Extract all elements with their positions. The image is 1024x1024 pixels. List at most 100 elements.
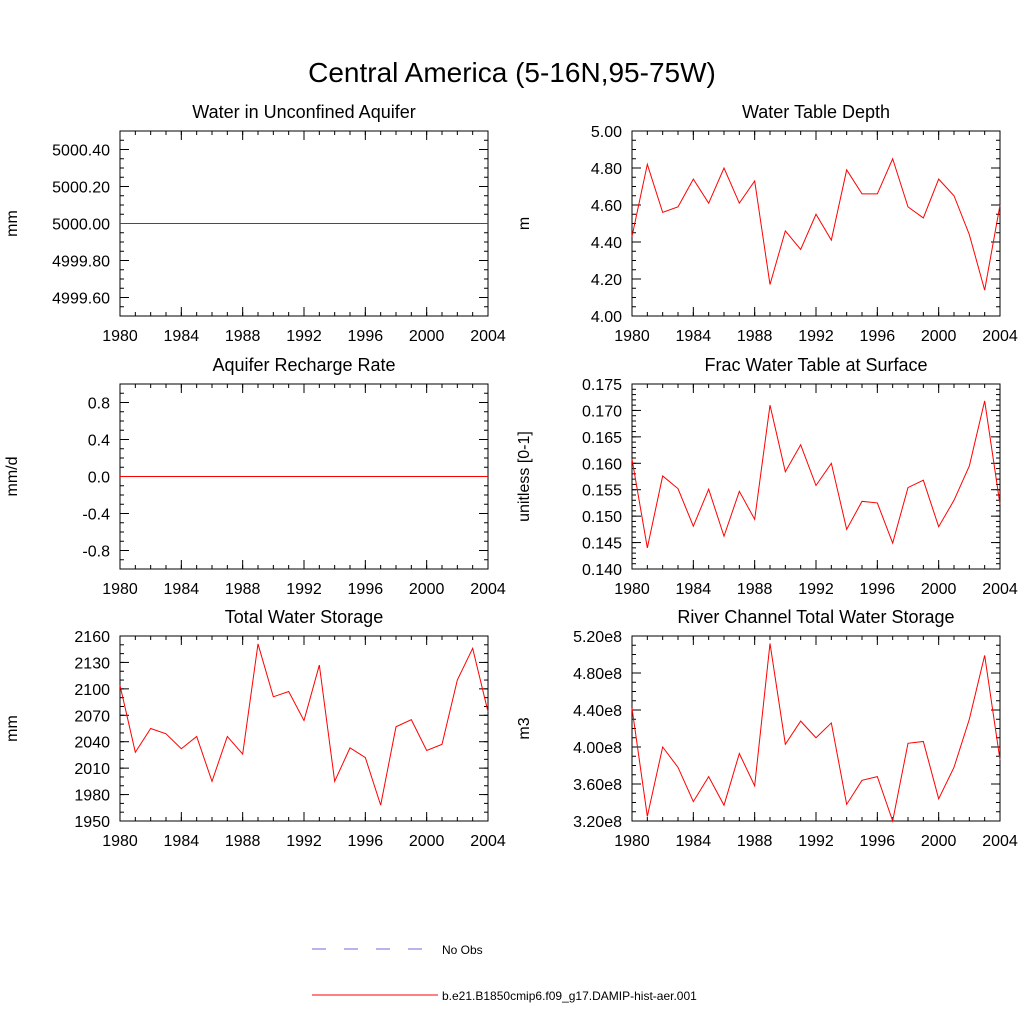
y-tick-label: 1950 — [74, 814, 110, 831]
y-tick-label: 0.8 — [88, 396, 110, 413]
y-tick-label: 0.4 — [88, 433, 110, 450]
x-tick-label: 1988 — [737, 328, 773, 345]
y-tick-label: 2070 — [74, 708, 110, 725]
legend-label-model: b.e21.B1850cmip6.f09_g17.DAMIP-hist-aer.… — [442, 989, 697, 1003]
y-tick-label: 2100 — [74, 682, 110, 699]
x-tick-label: 1984 — [164, 581, 200, 598]
panel-title: Total Water Storage — [225, 607, 383, 627]
x-tick-label: 2004 — [470, 328, 506, 345]
main-title: Central America (5-16N,95-75W) — [308, 57, 716, 88]
x-tick-label: 1992 — [286, 328, 322, 345]
x-tick-label: 1980 — [102, 833, 138, 850]
y-tick-label: 0.165 — [582, 430, 622, 447]
x-tick-label: 2000 — [921, 581, 957, 598]
x-tick-label: 1988 — [737, 581, 773, 598]
y-tick-label: 0.0 — [88, 470, 110, 487]
x-tick-label: 2000 — [409, 833, 445, 850]
x-tick-label: 1980 — [614, 833, 650, 850]
y-tick-label: 2040 — [74, 735, 110, 752]
y-tick-label: 0.175 — [582, 377, 622, 394]
y-tick-label: 4.20 — [591, 272, 622, 289]
x-tick-label: 1984 — [676, 833, 712, 850]
x-tick-label: 1984 — [676, 328, 712, 345]
y-axis-label: m — [516, 217, 533, 230]
x-tick-label: 2000 — [409, 581, 445, 598]
panel-title: Water in Unconfined Aquifer — [192, 102, 415, 122]
plot-frame — [631, 635, 1001, 822]
legend: No Obs b.e21.B1850cmip6.f09_g17.DAMIP-hi… — [312, 943, 697, 1003]
panel-title: Frac Water Table at Surface — [704, 355, 927, 375]
y-tick-label: 1980 — [74, 788, 110, 805]
y-tick-label: -0.4 — [82, 507, 110, 524]
x-tick-label: 1992 — [286, 833, 322, 850]
panel-volr: River Channel Total Water Storage 1980 198… — [516, 607, 1018, 850]
x-tick-label: 2004 — [982, 328, 1018, 345]
y-axis-label: mm — [4, 715, 21, 742]
y-tick-label: 4.80e8 — [573, 666, 622, 683]
y-tick-label: 4999.80 — [52, 254, 110, 271]
y-tick-label: 3.20e8 — [573, 814, 622, 831]
y-tick-label: 0.140 — [582, 562, 622, 579]
y-axis-label: unitless [0-1] — [516, 431, 533, 522]
x-tick-label: 1996 — [348, 581, 384, 598]
y-tick-label: 4.40e8 — [573, 703, 622, 720]
x-tick-label: 2004 — [982, 833, 1018, 850]
y-tick-label: 0.145 — [582, 536, 622, 553]
series-line — [631, 400, 1001, 548]
x-tick-label: 2000 — [409, 328, 445, 345]
x-tick-label: 1992 — [798, 328, 834, 345]
panel-tws: Total Water Storage 1980 1984 1988 1992 1996 2… — [4, 607, 506, 850]
x-tick-label: 2000 — [921, 833, 957, 850]
plot-frame — [631, 130, 1001, 317]
panels: Water in Unconfined Aquifer 1980 1984 1988 1… — [4, 102, 1018, 850]
x-tick-label: 1992 — [798, 581, 834, 598]
panel-title: Aquifer Recharge Rate — [212, 355, 395, 375]
plot-frame — [119, 635, 489, 822]
x-tick-label: 1996 — [348, 833, 384, 850]
y-tick-label: 0.160 — [582, 456, 622, 473]
x-tick-label: 2004 — [470, 833, 506, 850]
x-tick-label: 1980 — [102, 328, 138, 345]
x-tick-label: 1996 — [860, 581, 896, 598]
y-tick-label: 0.170 — [582, 403, 622, 420]
y-tick-label: 0.155 — [582, 483, 622, 500]
x-tick-label: 1980 — [614, 328, 650, 345]
y-tick-label: 5000.00 — [52, 217, 110, 234]
y-tick-label: 2160 — [74, 629, 110, 646]
series-line — [631, 643, 1001, 823]
y-tick-label: -0.8 — [82, 544, 110, 561]
y-tick-label: 4.60 — [591, 198, 622, 215]
y-tick-label: 4999.60 — [52, 291, 110, 308]
y-tick-label: 4.80 — [591, 161, 622, 178]
y-tick-label: 5.00 — [591, 124, 622, 141]
y-axis-label: mm/d — [4, 457, 21, 497]
y-tick-label: 4.00e8 — [573, 740, 622, 757]
x-tick-label: 1996 — [860, 328, 896, 345]
x-tick-label: 1988 — [225, 581, 261, 598]
panel-zwt: Water Table Depth 1980 1984 1988 1992 1996 200… — [516, 102, 1018, 345]
x-tick-label: 2000 — [921, 328, 957, 345]
y-tick-label: 2130 — [74, 655, 110, 672]
x-tick-label: 1996 — [348, 328, 384, 345]
plot-frame — [631, 383, 1001, 570]
x-tick-label: 1984 — [676, 581, 712, 598]
x-tick-label: 1992 — [286, 581, 322, 598]
panel-title: Water Table Depth — [742, 102, 890, 122]
y-tick-label: 0.150 — [582, 509, 622, 526]
y-tick-label: 2010 — [74, 761, 110, 778]
panel-qcharge: Aquifer Recharge Rate 1980 1984 1988 1992 199… — [4, 355, 506, 598]
x-tick-label: 1992 — [798, 833, 834, 850]
x-tick-label: 2004 — [470, 581, 506, 598]
y-tick-label: 5000.20 — [52, 180, 110, 197]
series-line — [631, 157, 1001, 291]
x-tick-label: 1980 — [102, 581, 138, 598]
y-tick-label: 5.20e8 — [573, 629, 622, 646]
y-tick-label: 4.00 — [591, 309, 622, 326]
legend-label-no-obs: No Obs — [442, 943, 483, 957]
x-tick-label: 1980 — [614, 581, 650, 598]
series-line — [119, 643, 489, 806]
x-tick-label: 2004 — [982, 581, 1018, 598]
y-axis-label: mm — [4, 210, 21, 237]
panel-title: River Channel Total Water Storage — [677, 607, 954, 627]
x-tick-label: 1988 — [737, 833, 773, 850]
